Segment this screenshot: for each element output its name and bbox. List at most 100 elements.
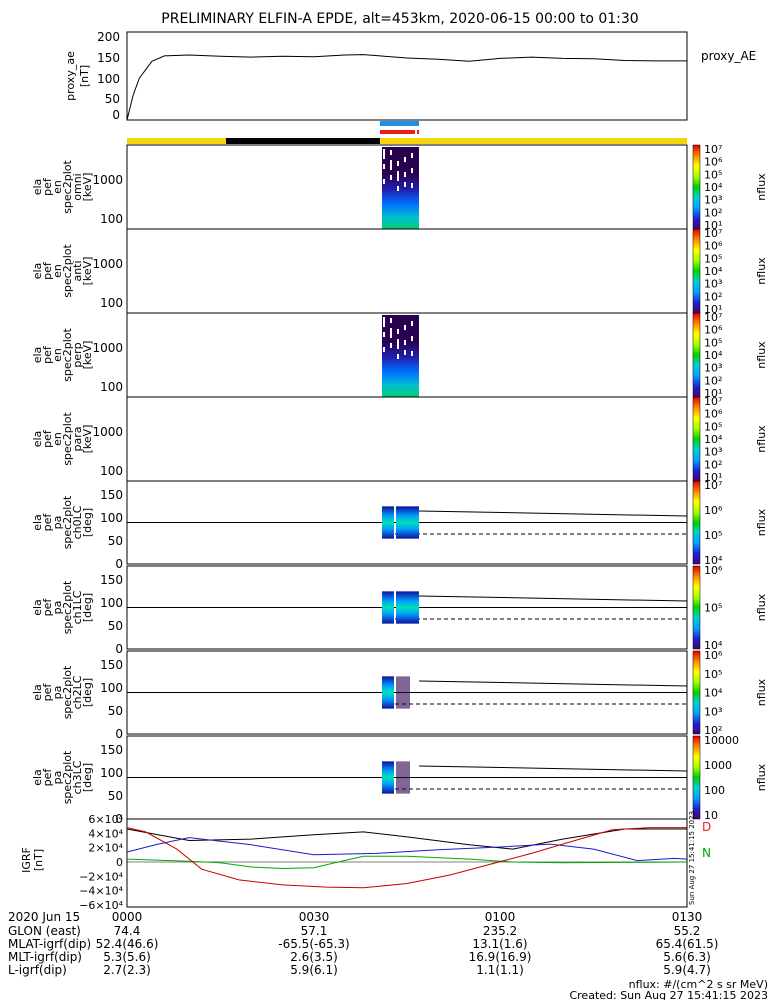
loss-cone-line bbox=[418, 595, 688, 602]
proxy-ae-frame bbox=[126, 31, 688, 121]
spectrogram-gap bbox=[411, 351, 413, 356]
ylabel-line: [keV] bbox=[81, 425, 94, 454]
orbit-sector-bar bbox=[127, 138, 687, 144]
proxy-ae-legend: proxy_AE bbox=[701, 49, 756, 63]
ylabel-line: ela bbox=[31, 179, 44, 196]
spectrogram-gap bbox=[397, 329, 399, 334]
spectrogram-gap bbox=[404, 182, 406, 187]
pitch-angle-pa_ch3: elapefpaspec2plotch3LC[deg]1010010001000… bbox=[31, 734, 768, 826]
spectrogram-gap bbox=[397, 344, 399, 349]
proxy-ae-ylabel: proxy_ae [nT] bbox=[64, 51, 91, 101]
fgm-red-bar-tail bbox=[417, 130, 419, 134]
colorbar-tick: 10⁴ bbox=[704, 181, 723, 194]
ylabel-line: ela bbox=[31, 263, 44, 280]
ylabel-line: anti bbox=[71, 260, 84, 281]
time-tick: 0130 bbox=[672, 910, 703, 924]
ylabel-line: pa bbox=[51, 601, 64, 615]
spectrogram-gap bbox=[404, 172, 406, 177]
ephem-value: -65.5(-65.3) bbox=[278, 937, 349, 951]
igrf-ylabel-line-1: IGRF bbox=[20, 847, 33, 873]
ytick: 150 bbox=[100, 658, 123, 672]
date-label: 2020 Jun 15 bbox=[8, 910, 80, 924]
spectrogram-gap bbox=[383, 332, 385, 337]
igrf-ylabel: IGRF [nT] bbox=[20, 847, 45, 873]
spectrogram-gap bbox=[411, 153, 413, 158]
spectrogram-gap bbox=[404, 325, 406, 330]
energy-spectrogram-spec_perp: elapefenspec2plotperp[keV]10¹10²10³10⁴10… bbox=[31, 311, 768, 400]
energy-spectrogram-panels: elapefenspec2plotomni[keV]10¹10²10³10⁴10… bbox=[31, 143, 768, 484]
ylabel-line: pef bbox=[41, 429, 54, 448]
ytick: 100 bbox=[100, 380, 123, 394]
proxy-ae-yticks: 0 50 100 150 200 bbox=[97, 30, 120, 122]
ytick: −2×10⁴ bbox=[79, 870, 123, 883]
ylabel-line: [deg] bbox=[81, 763, 94, 792]
ephem-value: 235.2 bbox=[483, 924, 517, 938]
colorbar-tick: 10² bbox=[704, 458, 722, 471]
spectrogram-gap bbox=[397, 176, 399, 181]
spectrogram-gap bbox=[383, 347, 385, 352]
ylabel-line: [deg] bbox=[81, 593, 94, 622]
colorbar-label: nflux bbox=[755, 173, 768, 201]
colorbar-tick: 10 bbox=[704, 809, 718, 822]
colorbar-tick: 10³ bbox=[704, 278, 722, 291]
colorbar-tick: 10⁴ bbox=[704, 433, 723, 446]
pitch-angle-blob bbox=[396, 506, 419, 539]
colorbar-tick: 10⁵ bbox=[704, 336, 722, 349]
colorbar-label: nflux bbox=[755, 678, 768, 706]
spectrogram-gap bbox=[383, 322, 385, 327]
igrf-lines bbox=[126, 827, 688, 889]
ylabel-line: omni bbox=[71, 173, 84, 200]
ytick: 0 bbox=[115, 557, 123, 571]
ephem-value: 52.4(46.6) bbox=[96, 937, 159, 951]
ytick: 1000 bbox=[92, 425, 123, 439]
sector-bars bbox=[127, 121, 687, 144]
colorbar-tick: 10⁶ bbox=[704, 564, 723, 577]
ylabel-line: [deg] bbox=[81, 678, 94, 707]
colorbar-tick: 10³ bbox=[704, 194, 722, 207]
colorbar-tick: 10⁶ bbox=[704, 408, 723, 421]
colorbar-tick: 10³ bbox=[704, 705, 722, 718]
ytick: −4×10⁴ bbox=[79, 885, 123, 898]
ylabel-line: spec2plot bbox=[61, 160, 74, 214]
spectrogram-gap bbox=[397, 171, 399, 176]
time-tick: 0100 bbox=[485, 910, 516, 924]
ytick: 0 bbox=[116, 856, 123, 869]
time-axis: 2020 Jun 15 0000 0030 0100 0130 bbox=[8, 910, 702, 924]
colorbar-tick: 10⁷ bbox=[704, 227, 722, 240]
colorbar bbox=[692, 650, 701, 735]
ytick: 0 bbox=[112, 108, 120, 122]
colorbar-tick: 10⁵ bbox=[704, 168, 722, 181]
energy-spectrogram-spec_anti: elapefenspec2plotanti[keV]10¹10²10³10⁴10… bbox=[31, 227, 768, 316]
ytick: 0 bbox=[115, 642, 123, 656]
spectrogram-gap bbox=[390, 328, 392, 333]
ylabel-line: pef bbox=[41, 683, 54, 702]
colorbar-tick: 10¹ bbox=[704, 471, 722, 484]
ephem-value: 5.9(4.7) bbox=[663, 963, 711, 977]
pitch-angle-blob bbox=[382, 506, 394, 539]
colorbar-tick: 10¹ bbox=[704, 219, 722, 232]
colorbar-tick: 10⁶ bbox=[704, 649, 723, 662]
ylabel-line: pef bbox=[41, 598, 54, 617]
proxy-ae-panel: proxy_ae [nT] 0 50 100 150 200 proxy_AE bbox=[64, 30, 756, 122]
colorbar-tick: 10⁴ bbox=[704, 687, 723, 700]
colorbar-tick: 10⁴ bbox=[704, 265, 723, 278]
colorbar-tick: 10⁷ bbox=[704, 143, 722, 156]
colorbar-tick: 10⁵ bbox=[704, 420, 722, 433]
colorbar-tick: 10³ bbox=[704, 362, 722, 375]
colorbar-tick: 10² bbox=[704, 290, 722, 303]
colorbar bbox=[692, 312, 701, 398]
spectrogram-gap bbox=[397, 354, 399, 359]
colorbar-tick: 10¹ bbox=[704, 387, 722, 400]
ephem-value: 13.1(1.6) bbox=[472, 937, 527, 951]
ytick: 100 bbox=[100, 681, 123, 695]
colorbar-tick: 10³ bbox=[704, 446, 722, 459]
ylabel-line: ch0LC bbox=[71, 505, 84, 539]
spectrogram-gap bbox=[404, 157, 406, 162]
ytick: 4×10⁴ bbox=[88, 827, 123, 840]
colorbar-label: nflux bbox=[755, 763, 768, 791]
